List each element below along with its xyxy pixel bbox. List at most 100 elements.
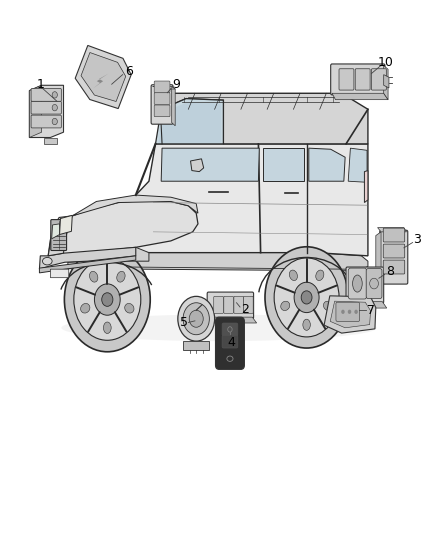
Text: 3: 3: [413, 233, 421, 246]
Polygon shape: [348, 148, 367, 182]
FancyBboxPatch shape: [215, 317, 244, 369]
FancyBboxPatch shape: [346, 267, 384, 303]
FancyBboxPatch shape: [234, 296, 244, 313]
Ellipse shape: [353, 275, 362, 292]
FancyBboxPatch shape: [214, 296, 223, 313]
Polygon shape: [384, 66, 388, 100]
FancyBboxPatch shape: [331, 64, 385, 95]
FancyBboxPatch shape: [31, 101, 61, 114]
Polygon shape: [161, 148, 259, 181]
Polygon shape: [330, 301, 371, 328]
Ellipse shape: [117, 271, 125, 282]
Circle shape: [189, 310, 203, 327]
FancyBboxPatch shape: [383, 244, 405, 258]
FancyBboxPatch shape: [31, 115, 61, 128]
Polygon shape: [29, 85, 64, 138]
Circle shape: [354, 310, 358, 314]
Circle shape: [102, 293, 113, 306]
Circle shape: [183, 303, 209, 335]
Polygon shape: [191, 159, 204, 172]
Circle shape: [52, 118, 57, 125]
FancyBboxPatch shape: [366, 269, 382, 298]
Polygon shape: [68, 247, 149, 262]
FancyBboxPatch shape: [339, 69, 354, 90]
FancyBboxPatch shape: [207, 292, 254, 319]
Text: 6: 6: [125, 65, 133, 78]
Ellipse shape: [125, 303, 134, 313]
FancyBboxPatch shape: [380, 230, 408, 284]
Polygon shape: [159, 102, 221, 143]
Ellipse shape: [316, 270, 324, 280]
Ellipse shape: [81, 303, 90, 313]
FancyBboxPatch shape: [371, 69, 386, 90]
Text: 2: 2: [241, 303, 249, 316]
Text: 9: 9: [173, 78, 180, 91]
FancyBboxPatch shape: [224, 296, 233, 313]
Polygon shape: [324, 296, 376, 333]
FancyBboxPatch shape: [383, 260, 405, 274]
Circle shape: [64, 247, 150, 352]
Polygon shape: [136, 144, 368, 256]
Text: 1: 1: [36, 78, 44, 91]
Circle shape: [52, 104, 57, 111]
Ellipse shape: [61, 314, 377, 341]
Polygon shape: [72, 195, 198, 216]
FancyBboxPatch shape: [151, 85, 173, 124]
Polygon shape: [347, 302, 387, 308]
Text: 8: 8: [386, 265, 394, 278]
Polygon shape: [29, 85, 42, 138]
FancyBboxPatch shape: [154, 81, 170, 93]
Polygon shape: [208, 317, 257, 323]
FancyBboxPatch shape: [51, 220, 67, 251]
FancyBboxPatch shape: [383, 228, 405, 242]
Polygon shape: [152, 86, 175, 89]
Circle shape: [74, 259, 141, 340]
FancyBboxPatch shape: [244, 296, 253, 313]
Circle shape: [274, 258, 339, 337]
Circle shape: [294, 282, 319, 312]
Text: 4: 4: [227, 336, 235, 349]
Text: 10: 10: [378, 56, 393, 69]
FancyBboxPatch shape: [154, 93, 170, 104]
Polygon shape: [39, 256, 136, 273]
Polygon shape: [39, 247, 136, 269]
Polygon shape: [52, 224, 60, 239]
Ellipse shape: [290, 270, 297, 280]
Polygon shape: [60, 215, 72, 235]
Ellipse shape: [324, 301, 332, 311]
Circle shape: [341, 310, 345, 314]
Polygon shape: [93, 74, 109, 88]
Polygon shape: [172, 86, 175, 126]
FancyBboxPatch shape: [355, 69, 370, 90]
Polygon shape: [48, 200, 198, 261]
Circle shape: [178, 296, 215, 341]
FancyBboxPatch shape: [222, 323, 238, 336]
FancyBboxPatch shape: [222, 335, 238, 348]
Text: 5: 5: [180, 316, 188, 329]
Circle shape: [52, 92, 57, 98]
Polygon shape: [75, 45, 131, 109]
Polygon shape: [44, 138, 57, 144]
Polygon shape: [376, 232, 381, 286]
Polygon shape: [48, 216, 72, 256]
Polygon shape: [155, 99, 223, 144]
Text: 7: 7: [367, 304, 375, 317]
Ellipse shape: [42, 257, 52, 265]
Polygon shape: [378, 228, 406, 232]
Polygon shape: [332, 93, 388, 100]
Polygon shape: [183, 341, 209, 350]
Ellipse shape: [89, 271, 98, 282]
Polygon shape: [384, 75, 389, 88]
Polygon shape: [161, 93, 368, 144]
Polygon shape: [81, 53, 126, 101]
FancyBboxPatch shape: [31, 88, 61, 101]
Circle shape: [265, 247, 348, 348]
FancyBboxPatch shape: [348, 268, 367, 299]
Circle shape: [301, 291, 312, 304]
Circle shape: [95, 284, 120, 315]
Circle shape: [348, 310, 351, 314]
Polygon shape: [263, 148, 304, 181]
FancyBboxPatch shape: [50, 269, 69, 278]
Ellipse shape: [281, 301, 290, 311]
Circle shape: [370, 278, 378, 289]
